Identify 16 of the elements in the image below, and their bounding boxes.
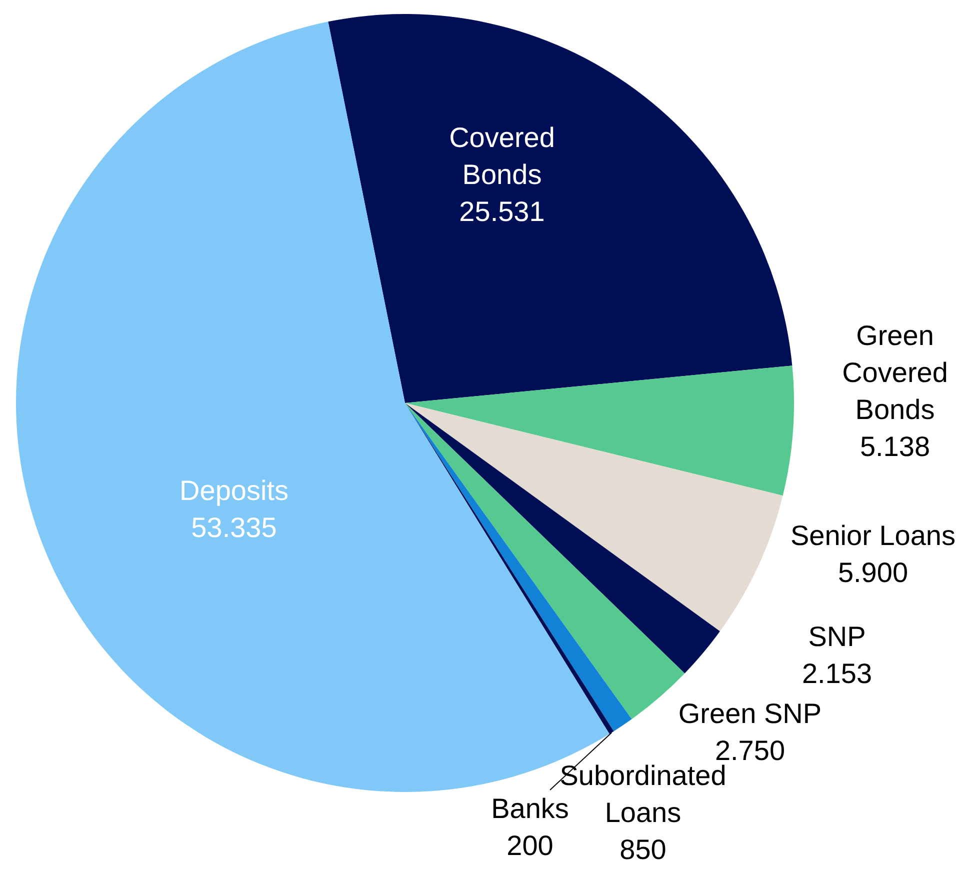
slice-label: Covered Bonds (449, 122, 555, 190)
slice-label: Deposits (180, 474, 288, 506)
pie-slice (405, 403, 783, 632)
slice-label: Green SNP (678, 698, 822, 729)
slice-label: Senior Loans (790, 520, 956, 551)
data-label: 5.138 (860, 430, 930, 462)
data-label: 200 (506, 830, 554, 861)
data-label: 2.153 (802, 658, 872, 689)
data-label: 25.531 (459, 196, 545, 227)
data-label: 2.750 (714, 734, 786, 766)
slice-label: SNP (808, 620, 866, 652)
slice-label: Banks (491, 792, 569, 824)
slice-label: Green Covered Bonds (842, 320, 948, 425)
data-label: 850 (620, 834, 666, 865)
data-label: 5.900 (838, 556, 908, 588)
data-label: 53.335 (191, 512, 277, 543)
